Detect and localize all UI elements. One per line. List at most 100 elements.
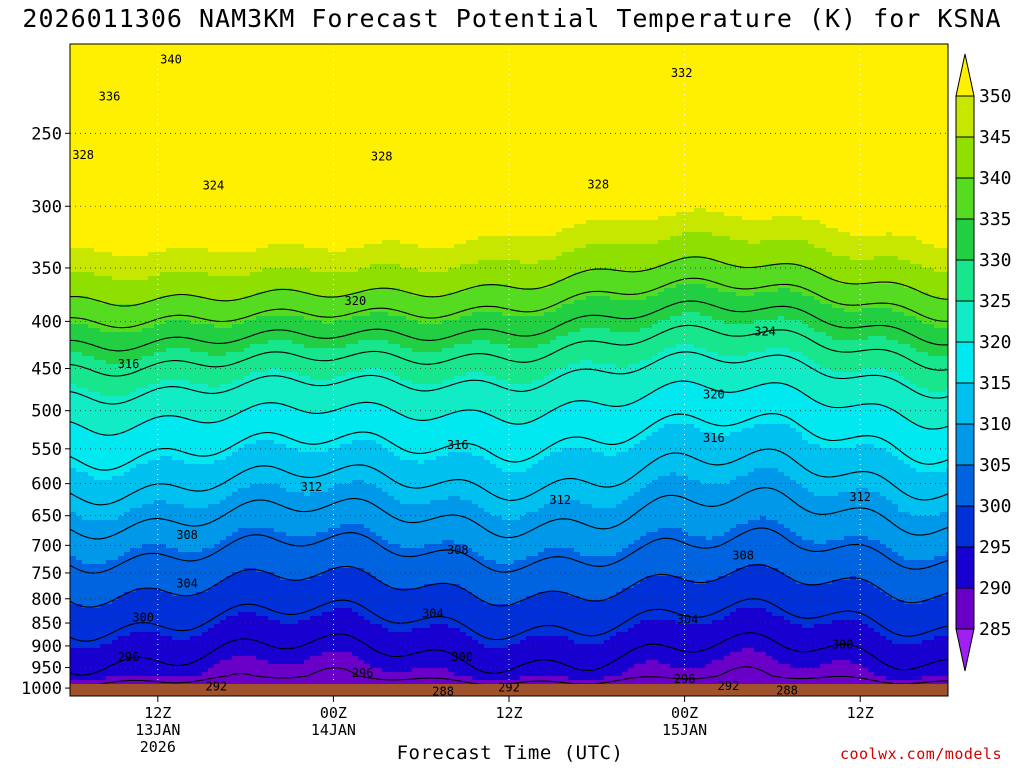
- theta-cell: [82, 276, 89, 281]
- theta-cell: [130, 468, 137, 473]
- theta-cell: [142, 240, 149, 245]
- theta-cell: [118, 496, 125, 501]
- theta-cell: [154, 164, 161, 169]
- theta-cell: [154, 588, 161, 593]
- theta-cell: [172, 652, 179, 657]
- theta-cell: [82, 264, 89, 269]
- theta-cell: [70, 192, 77, 197]
- theta-cell: [112, 496, 119, 501]
- theta-cell: [214, 288, 221, 293]
- theta-cell: [160, 624, 167, 629]
- theta-cell: [142, 88, 149, 93]
- theta-cell: [196, 648, 203, 653]
- theta-cell: [220, 220, 227, 225]
- theta-cell: [160, 124, 167, 129]
- theta-cell: [220, 412, 227, 417]
- theta-cell: [82, 532, 89, 537]
- theta-cell: [154, 180, 161, 185]
- theta-cell: [82, 344, 89, 349]
- theta-cell: [118, 168, 125, 173]
- theta-cell: [88, 416, 95, 421]
- theta-cell: [244, 76, 251, 81]
- theta-cell: [76, 68, 83, 73]
- theta-cell: [208, 60, 215, 65]
- theta-cell: [166, 200, 173, 205]
- theta-cell: [172, 500, 179, 505]
- theta-cell: [136, 172, 143, 177]
- theta-cell: [226, 528, 233, 533]
- theta-cell: [76, 452, 83, 457]
- theta-cell: [94, 460, 101, 465]
- theta-cell: [118, 664, 125, 669]
- theta-cell: [202, 96, 209, 101]
- theta-cell: [130, 208, 137, 213]
- theta-cell: [106, 592, 113, 597]
- theta-cell: [238, 232, 245, 237]
- theta-cell: [196, 464, 203, 469]
- theta-cell: [214, 388, 221, 393]
- theta-cell: [250, 184, 257, 189]
- theta-cell: [136, 228, 143, 233]
- theta-cell: [238, 140, 245, 145]
- theta-cell: [220, 308, 227, 313]
- theta-cell: [244, 68, 251, 73]
- theta-cell: [214, 632, 221, 637]
- theta-cell: [178, 52, 185, 57]
- theta-cell: [88, 600, 95, 605]
- theta-cell: [142, 344, 149, 349]
- theta-cell: [142, 112, 149, 117]
- theta-cell: [178, 136, 185, 141]
- theta-cell: [154, 500, 161, 505]
- theta-cell: [94, 280, 101, 285]
- theta-cell: [214, 184, 221, 189]
- theta-cell: [172, 524, 179, 529]
- theta-cell: [136, 544, 143, 549]
- theta-cell: [226, 628, 233, 633]
- theta-cell: [148, 316, 155, 321]
- theta-cell: [238, 568, 245, 573]
- theta-cell: [178, 416, 185, 421]
- theta-cell: [250, 388, 257, 393]
- theta-cell: [220, 348, 227, 353]
- theta-cell: [220, 164, 227, 169]
- theta-cell: [250, 292, 257, 297]
- theta-cell: [226, 348, 233, 353]
- theta-cell: [220, 52, 227, 57]
- theta-cell: [166, 116, 173, 121]
- theta-cell: [196, 272, 203, 277]
- theta-cell: [94, 276, 101, 281]
- theta-cell: [244, 464, 251, 469]
- theta-cell: [154, 336, 161, 341]
- theta-cell: [88, 428, 95, 433]
- theta-cell: [124, 568, 131, 573]
- theta-cell: [100, 504, 107, 509]
- theta-cell: [220, 528, 227, 533]
- theta-cell: [196, 324, 203, 329]
- theta-cell: [124, 488, 131, 493]
- theta-cell: [82, 180, 89, 185]
- theta-cell: [208, 640, 215, 645]
- theta-cell: [184, 124, 191, 129]
- theta-cell: [184, 588, 191, 593]
- theta-cell: [232, 628, 239, 633]
- theta-cell: [196, 472, 203, 477]
- theta-cell: [196, 392, 203, 397]
- theta-cell: [142, 348, 149, 353]
- theta-cell: [178, 92, 185, 97]
- theta-cell: [196, 212, 203, 217]
- theta-cell: [220, 224, 227, 229]
- theta-cell: [160, 568, 167, 573]
- theta-cell: [202, 480, 209, 485]
- theta-cell: [166, 328, 173, 333]
- theta-cell: [112, 76, 119, 81]
- theta-cell: [100, 208, 107, 213]
- theta-cell: [88, 652, 95, 657]
- theta-cell: [88, 468, 95, 473]
- theta-cell: [130, 312, 137, 317]
- theta-cell: [208, 508, 215, 513]
- theta-cell: [130, 432, 137, 437]
- theta-cell: [178, 672, 185, 677]
- theta-cell: [130, 248, 137, 253]
- theta-cell: [220, 428, 227, 433]
- theta-cell: [160, 320, 167, 325]
